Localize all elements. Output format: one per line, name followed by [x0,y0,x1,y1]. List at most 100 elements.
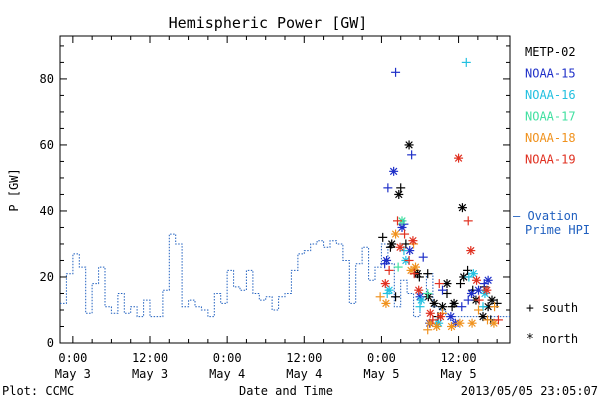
north-point-metp-02 [487,295,497,305]
south-point-noaa-19 [463,216,473,226]
south-point-noaa-19 [384,265,394,275]
x-tick-label-time: 0:00 [213,351,242,365]
south-point-noaa-18 [490,302,500,312]
north-point-noaa-19 [395,242,405,252]
north-point-metp-02 [394,189,404,199]
y-tick-label: 0 [47,336,54,350]
north-point-metp-02 [459,272,469,282]
x-tick-label-date: May 3 [55,367,91,381]
south-point-noaa-19 [404,255,414,265]
north-point-metp-02 [404,140,414,150]
legend-noaa-16: NOAA-16 [525,88,576,102]
x-tick-label-date: May 3 [132,367,168,381]
legend-noaa-18: NOAA-18 [525,131,576,145]
north-point-noaa-19 [414,285,424,295]
south-point-noaa-15 [383,183,393,193]
legend-metp-02: METP-02 [525,45,576,59]
chart-title: Hemispheric Power [GW] [169,14,368,32]
ovation-hpi-line [60,233,510,318]
north-point-noaa-15 [466,288,476,298]
south-point-metp-02 [391,292,401,302]
north-point-metp-02 [387,239,397,249]
north-point-metp-02 [457,203,467,213]
x-tick-label-date: May 5 [363,367,399,381]
south-point-noaa-19 [428,315,438,325]
north-point-metp-02 [429,298,439,308]
y-tick-label: 20 [40,270,54,284]
legend-noaa-19: NOAA-19 [525,153,576,167]
south-point-noaa-17 [393,262,403,272]
south-point-noaa-18 [483,315,492,325]
x-tick-label-time: 12:00 [441,351,477,365]
south-point-metp-02 [423,269,433,279]
north-point-metp-02 [449,298,459,308]
north-point-noaa-19 [454,153,464,163]
north-point-metp-02 [442,279,452,289]
legend-noaa-15: NOAA-15 [525,67,576,81]
north-point-noaa-18 [381,298,391,308]
x-tick-label-time: 12:00 [286,351,322,365]
north-point-noaa-18 [411,262,420,272]
south-point-noaa-18 [375,292,385,302]
south-point-noaa-16 [461,57,471,67]
south-point-noaa-16 [415,302,425,312]
south-point-noaa-19 [434,279,444,289]
south-point-metp-02 [378,232,388,242]
south-point-noaa-18 [423,325,433,335]
y-tick-label: 60 [40,138,54,152]
south-point-noaa-15 [407,150,417,160]
ovation-legend-label-2: Prime HPI [525,223,590,237]
north-point-noaa-16 [468,269,478,279]
north-point-noaa-19 [408,236,418,246]
north-point-noaa-15 [389,166,399,176]
x-axis-label: Date and Time [239,384,333,398]
north-point-metp-02 [483,302,493,312]
south-point-noaa-15 [418,252,428,262]
north-point-noaa-19 [436,312,446,322]
north-point-metp-02 [438,302,447,312]
y-tick-label: 80 [40,72,54,86]
north-point-noaa-15 [405,246,415,256]
north-marker-symbol: * [526,332,534,347]
north-point-noaa-18 [391,229,401,239]
north-point-metp-02 [478,312,488,322]
plot-timestamp: 2013/05/05 23:05:07 [461,384,598,398]
north-point-noaa-19 [472,275,482,285]
north-point-noaa-18 [489,318,499,328]
north-point-noaa-15 [382,255,392,265]
y-axis-label: P [GW] [7,168,21,211]
legend-noaa-17: NOAA-17 [525,110,576,124]
south-point-noaa-19 [493,315,503,325]
north-point-noaa-18 [467,318,477,328]
north-point-noaa-15 [446,312,456,322]
south-point-noaa-19 [474,295,484,305]
plot-credit: Plot: CCMC [2,384,74,398]
marker-legend: + south * north [526,301,578,347]
south-point-noaa-19 [409,269,419,279]
x-tick-label-date: May 4 [209,367,245,381]
south-point-noaa-15 [457,302,467,312]
south-marker-symbol: + [526,301,534,316]
south-point-noaa-17 [423,288,433,298]
north-point-noaa-18 [447,321,456,331]
north-point-noaa-15 [483,275,493,285]
north-marker-label: north [542,332,578,346]
north-point-noaa-16 [416,295,426,305]
plot-area: 0 20 40 60 80 0:00 May 3 12:00 May 3 0:00 May 4 12:… [40,35,511,381]
south-point-metp-02 [456,279,465,289]
south-point-metp-02 [396,183,406,193]
north-point-noaa-19 [482,285,492,295]
ovation-legend-label: – Ovation [513,209,578,223]
south-point-noaa-19 [393,216,402,226]
x-tick-label-date: May 4 [286,367,322,381]
north-point-noaa-19 [380,279,390,289]
north-point-noaa-19 [425,308,435,318]
north-point-noaa-19 [466,246,476,256]
north-point-noaa-18 [432,321,442,331]
south-point-noaa-15 [438,285,447,295]
south-marker-label: south [542,301,578,315]
y-tick-label: 40 [40,204,54,218]
north-point-noaa-18 [455,318,465,328]
north-point-noaa-15 [474,285,483,295]
